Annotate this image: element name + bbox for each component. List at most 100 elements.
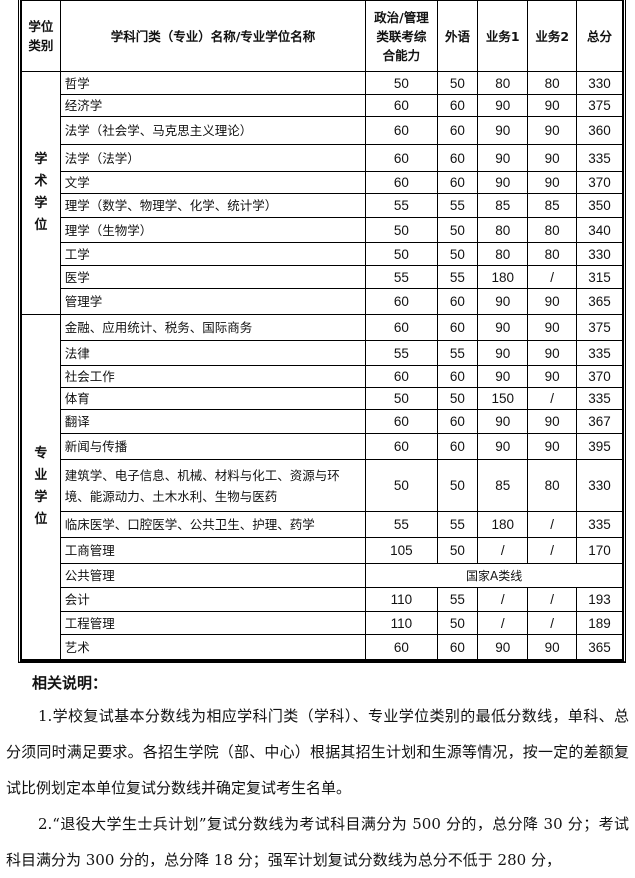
total-score: 335: [576, 511, 623, 538]
subject1-score: /: [477, 611, 529, 635]
subject-name: 会计: [59, 587, 367, 612]
national-line-cell: 国家A类线: [365, 563, 623, 588]
politics-score: 55: [365, 511, 438, 538]
subject2-score: /: [527, 537, 578, 564]
subject-name: 体育: [59, 387, 367, 410]
subject-name: 管理学: [59, 288, 367, 315]
language-score: 50: [436, 242, 479, 266]
language-score: 60: [436, 314, 479, 341]
politics-score: 50: [365, 459, 438, 512]
language-score: 55: [436, 265, 479, 289]
language-score: 55: [436, 340, 479, 366]
politics-score: 50: [365, 242, 438, 266]
header-category: 学位类别: [21, 0, 61, 72]
category-cell: 专业学位: [21, 314, 61, 660]
subject1-score: 90: [477, 116, 529, 145]
total-score: 340: [576, 217, 623, 243]
table-row: 专业学位 金融、应用统计、税务、国际商务 60 60 90 90 375: [21, 314, 623, 660]
politics-score: 60: [365, 116, 438, 145]
subject1-score: 90: [477, 314, 529, 341]
table-row: 体育 50 50 150/335: [22, 387, 623, 410]
subject1-score: 150: [477, 387, 529, 410]
language-score: 60: [436, 171, 479, 194]
subject2-score: 90: [527, 340, 578, 366]
subject1-score: 180: [477, 511, 529, 538]
total-score: 367: [576, 409, 623, 434]
subject1-score: /: [477, 537, 529, 564]
subject1-score: 90: [477, 340, 529, 366]
table-row: 公共管理 国家A类线: [22, 563, 623, 588]
politics-score: 105: [365, 537, 438, 564]
language-score: 55: [436, 511, 479, 538]
language-score: 60: [436, 94, 479, 117]
subject2-score: 80: [527, 217, 578, 243]
politics-score: 60: [365, 144, 438, 172]
total-score: 395: [576, 433, 623, 460]
table-row: 法学（法学） 60 60 90 90 335: [22, 144, 623, 172]
header-subject1: 业务1: [477, 0, 529, 72]
politics-score: 50: [365, 217, 438, 243]
politics-score: 110: [365, 587, 438, 612]
language-score: 55: [436, 193, 479, 218]
table-row: 艺术 60 60 90 90 365: [22, 634, 623, 660]
subject2-score: /: [527, 511, 578, 538]
subject2-score: 90: [527, 365, 578, 388]
politics-score: 50: [365, 387, 438, 410]
subject1-score: 90: [477, 94, 529, 117]
politics-score: 55: [365, 340, 438, 366]
subject2-score: 90: [527, 94, 578, 117]
subject1-score: 90: [477, 634, 529, 660]
total-score: 335: [576, 144, 623, 172]
subject-name: 建筑学、电子信息、机械、材料与化工、资源与环境、能源动力、土木水利、生物与医药: [59, 459, 367, 512]
note-1: 1.学校复试基本分数线为相应学科门类（学科）、专业学位类别的最低分数线，单科、总…: [6, 707, 629, 797]
subject-name: 艺术: [59, 634, 367, 660]
table-header: 学位类别 学科门类（专业）名称/专业学位名称 政治/管理类联考综合能力 外语 业…: [21, 0, 623, 72]
subject-name: 新闻与传播: [59, 433, 367, 460]
total-score: 315: [576, 265, 623, 289]
subject1-score: 90: [477, 433, 529, 460]
language-score: 50: [436, 611, 479, 635]
subject-name: 社会工作: [59, 365, 367, 388]
language-score: 60: [436, 144, 479, 172]
table-row: 法律 55 55 90 90 335: [22, 340, 623, 366]
table-row: 工学 50 50 80 80 330: [22, 242, 623, 266]
subject-name: 工程管理: [59, 611, 367, 635]
subject1-score: 90: [477, 409, 529, 434]
language-score: 50: [436, 387, 479, 410]
subject-name: 临床医学、口腔医学、公共卫生、护理、药学: [59, 511, 367, 538]
total-score: 330: [576, 459, 623, 512]
table-row: 工商管理 105 50//170: [22, 537, 623, 564]
table-row: 会计 110 55//193: [22, 587, 623, 612]
subject-name: 金融、应用统计、税务、国际商务: [59, 314, 367, 341]
subject1-score: 180: [477, 265, 529, 289]
subject2-score: /: [527, 387, 578, 410]
politics-score: 55: [365, 193, 438, 218]
language-score: 60: [436, 433, 479, 460]
politics-score: 60: [365, 634, 438, 660]
subject-name: 哲学: [59, 71, 367, 95]
subject2-score: 90: [527, 288, 578, 315]
subject2-score: /: [527, 265, 578, 289]
total-score: 330: [576, 242, 623, 266]
politics-score: 60: [365, 365, 438, 388]
total-score: 350: [576, 193, 623, 218]
table-row: 社会工作 60 60 90 90 370: [22, 365, 623, 388]
table-row: 临床医学、口腔医学、公共卫生、护理、药学 55 55 180/335: [22, 511, 623, 538]
total-score: 375: [576, 314, 623, 341]
subject1-score: /: [477, 587, 529, 612]
subject2-score: /: [527, 587, 578, 612]
subject1-score: 80: [477, 242, 529, 266]
subject2-score: 80: [527, 459, 578, 512]
subject-name: 理学（生物学）: [59, 217, 367, 243]
subject2-score: 90: [527, 409, 578, 434]
table-row: 管理学 60 60 90 90 365: [22, 288, 623, 315]
subject-name: 理学（数学、物理学、化学、统计学）: [59, 193, 367, 218]
category-cell: 学术学位: [21, 71, 61, 315]
politics-score: 60: [365, 288, 438, 315]
score-table-container: 学位类别 学科门类（专业）名称/专业学位名称 政治/管理类联考综合能力 外语 业…: [18, 0, 626, 663]
language-score: 60: [436, 365, 479, 388]
table-row: 医学 55 55 180/315: [22, 265, 623, 289]
total-score: 370: [576, 171, 623, 194]
subject-name: 公共管理: [59, 563, 367, 588]
total-score: 335: [576, 340, 623, 366]
